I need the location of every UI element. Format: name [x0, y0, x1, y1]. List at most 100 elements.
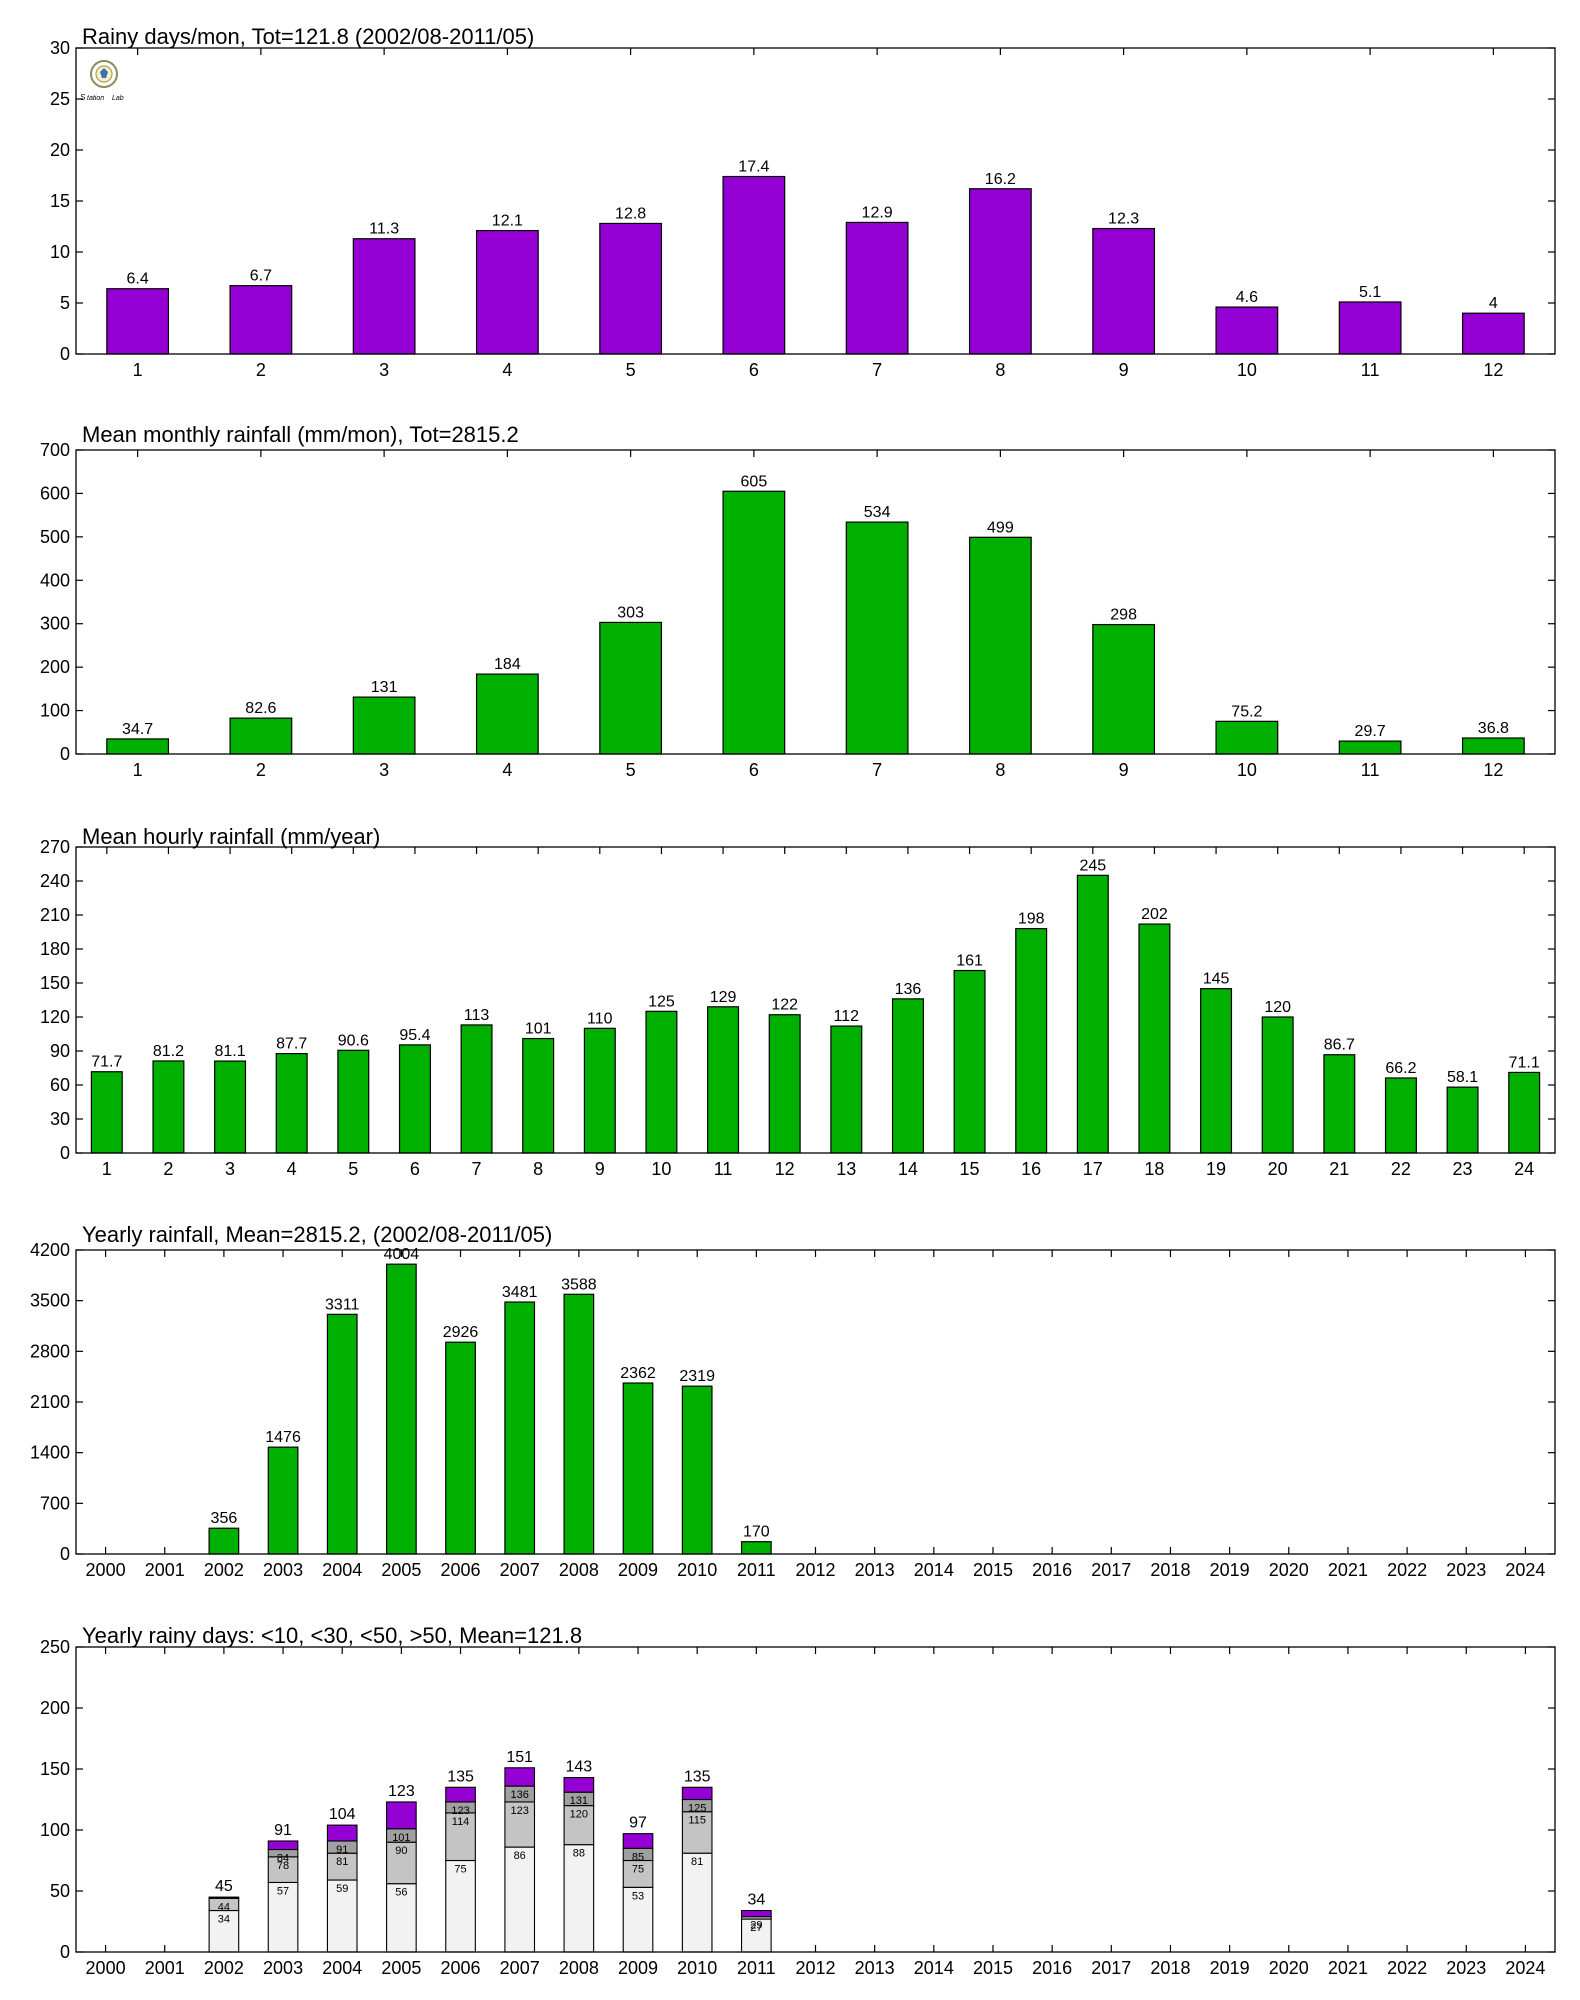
- x-tick-label: 2: [256, 760, 266, 780]
- segment-label-lt50: 84: [277, 1853, 289, 1865]
- segment-label-lt30: 115: [688, 1815, 706, 1827]
- bar: [208, 1527, 240, 1555]
- chart-title: Mean hourly rainfall (mm/year): [82, 824, 380, 849]
- bar: [106, 288, 170, 355]
- stack-segment-lt30: [326, 1852, 358, 1881]
- bar-value-label: 145: [1203, 971, 1230, 988]
- x-tick-label: 4: [502, 360, 512, 380]
- bar-value-label: 12.9: [862, 204, 893, 221]
- bar-value-label: 356: [211, 1510, 238, 1527]
- segment-label-lt30: 120: [570, 1809, 588, 1821]
- bar-value-label: 3311: [325, 1296, 360, 1313]
- bar: [583, 1027, 616, 1154]
- x-tick-label: 2020: [1269, 1958, 1309, 1978]
- stack-total-label: 91: [274, 1822, 292, 1839]
- stack-total-label: 135: [447, 1768, 474, 1785]
- x-tick-label: 2023: [1446, 1958, 1486, 1978]
- bar: [1092, 623, 1156, 755]
- x-tick-label: 7: [872, 760, 882, 780]
- stack-total-label: 34: [747, 1892, 765, 1909]
- bar: [845, 221, 909, 355]
- bar: [352, 696, 416, 755]
- x-tick-label: 8: [533, 1159, 543, 1179]
- bar-value-label: 29.7: [1355, 723, 1386, 740]
- bar: [891, 998, 924, 1154]
- stack-segment-total: [504, 1767, 536, 1787]
- stack-segment-total: [622, 1833, 654, 1849]
- bar-value-label: 131: [371, 679, 398, 696]
- bar-value-label: 303: [617, 604, 644, 621]
- bar-value-label: 87.7: [276, 1036, 307, 1053]
- bar-value-label: 120: [1264, 999, 1291, 1016]
- stack-segment-total: [563, 1776, 595, 1793]
- bar: [845, 521, 909, 755]
- y-tick-label: 15: [50, 191, 70, 211]
- x-tick-label: 2007: [500, 1560, 540, 1580]
- bar: [968, 188, 1032, 355]
- y-tick-label: 0: [60, 1143, 70, 1163]
- bar: [599, 621, 663, 755]
- stack-segment-total: [740, 1909, 772, 1918]
- segment-label-lt50: 101: [392, 1832, 410, 1844]
- x-tick-label: 2001: [145, 1958, 185, 1978]
- bar-value-label: 245: [1079, 857, 1106, 874]
- bar-value-label: 101: [525, 1021, 552, 1038]
- segment-label-lt50: 91: [336, 1844, 348, 1856]
- segment-label-lt10: 27: [750, 1922, 762, 1934]
- bar-value-label: 202: [1141, 906, 1168, 923]
- y-tick-label: 2800: [30, 1341, 70, 1361]
- y-tick-label: 10: [50, 242, 70, 262]
- bar-value-label: 112: [834, 1008, 860, 1025]
- x-tick-label: 23: [1453, 1159, 1473, 1179]
- bar-value-label: 3588: [561, 1276, 597, 1293]
- chart-title: Rainy days/mon, Tot=121.8 (2002/08-2011/…: [82, 24, 534, 49]
- x-tick-label: 2015: [973, 1958, 1013, 1978]
- bar-value-label: 12.8: [615, 205, 646, 222]
- y-tick-label: 2100: [30, 1392, 70, 1412]
- bar: [475, 229, 539, 355]
- bar-value-label: 125: [648, 993, 675, 1010]
- x-tick-label: 21: [1329, 1159, 1349, 1179]
- chart-panel-3: Mean hourly rainfall (mm/year)0306090120…: [40, 824, 1556, 1179]
- bar: [563, 1293, 595, 1555]
- y-tick-label: 150: [40, 973, 70, 993]
- x-tick-label: 6: [749, 760, 759, 780]
- x-tick-label: 2: [163, 1159, 173, 1179]
- bar-value-label: 12.1: [492, 213, 523, 230]
- segment-label-lt10: 57: [277, 1885, 289, 1897]
- x-tick-label: 2018: [1150, 1958, 1190, 1978]
- x-tick-label: 5: [626, 360, 636, 380]
- x-tick-label: 2016: [1032, 1560, 1072, 1580]
- segment-label-lt30: 29: [750, 1920, 762, 1932]
- x-tick-label: 2017: [1091, 1560, 1131, 1580]
- x-tick-label: 2023: [1446, 1560, 1486, 1580]
- bar-value-label: 122: [771, 997, 798, 1014]
- bar: [1384, 1077, 1417, 1154]
- x-tick-label: 6: [749, 360, 759, 380]
- bar: [622, 1382, 654, 1555]
- y-tick-label: 3500: [30, 1291, 70, 1311]
- bar: [460, 1024, 493, 1154]
- chart-title: Mean monthly rainfall (mm/mon), Tot=2815…: [82, 422, 519, 447]
- bar-value-label: 86.7: [1324, 1037, 1355, 1054]
- x-tick-label: 2022: [1387, 1560, 1427, 1580]
- bar: [722, 175, 786, 355]
- y-tick-label: 20: [50, 140, 70, 160]
- bar-value-label: 16.2: [985, 171, 1016, 188]
- chart-title: Yearly rainy days: <10, <30, <50, >50, M…: [82, 1623, 582, 1648]
- bar: [740, 1541, 772, 1555]
- y-tick-label: 25: [50, 89, 70, 109]
- segment-label-lt30: 114: [452, 1816, 470, 1828]
- plot-frame: [75, 449, 1556, 755]
- bar-value-label: 81.1: [214, 1043, 245, 1060]
- bar: [385, 1263, 417, 1555]
- stack-segment-lt30: [622, 1859, 654, 1888]
- y-tick-label: 700: [40, 1493, 70, 1513]
- x-tick-label: 2006: [441, 1958, 481, 1978]
- bar-value-label: 17.4: [738, 159, 769, 176]
- bar-value-label: 6.7: [250, 268, 272, 285]
- x-tick-label: 15: [960, 1159, 980, 1179]
- x-tick-label: 2010: [677, 1560, 717, 1580]
- x-tick-label: 20: [1268, 1159, 1288, 1179]
